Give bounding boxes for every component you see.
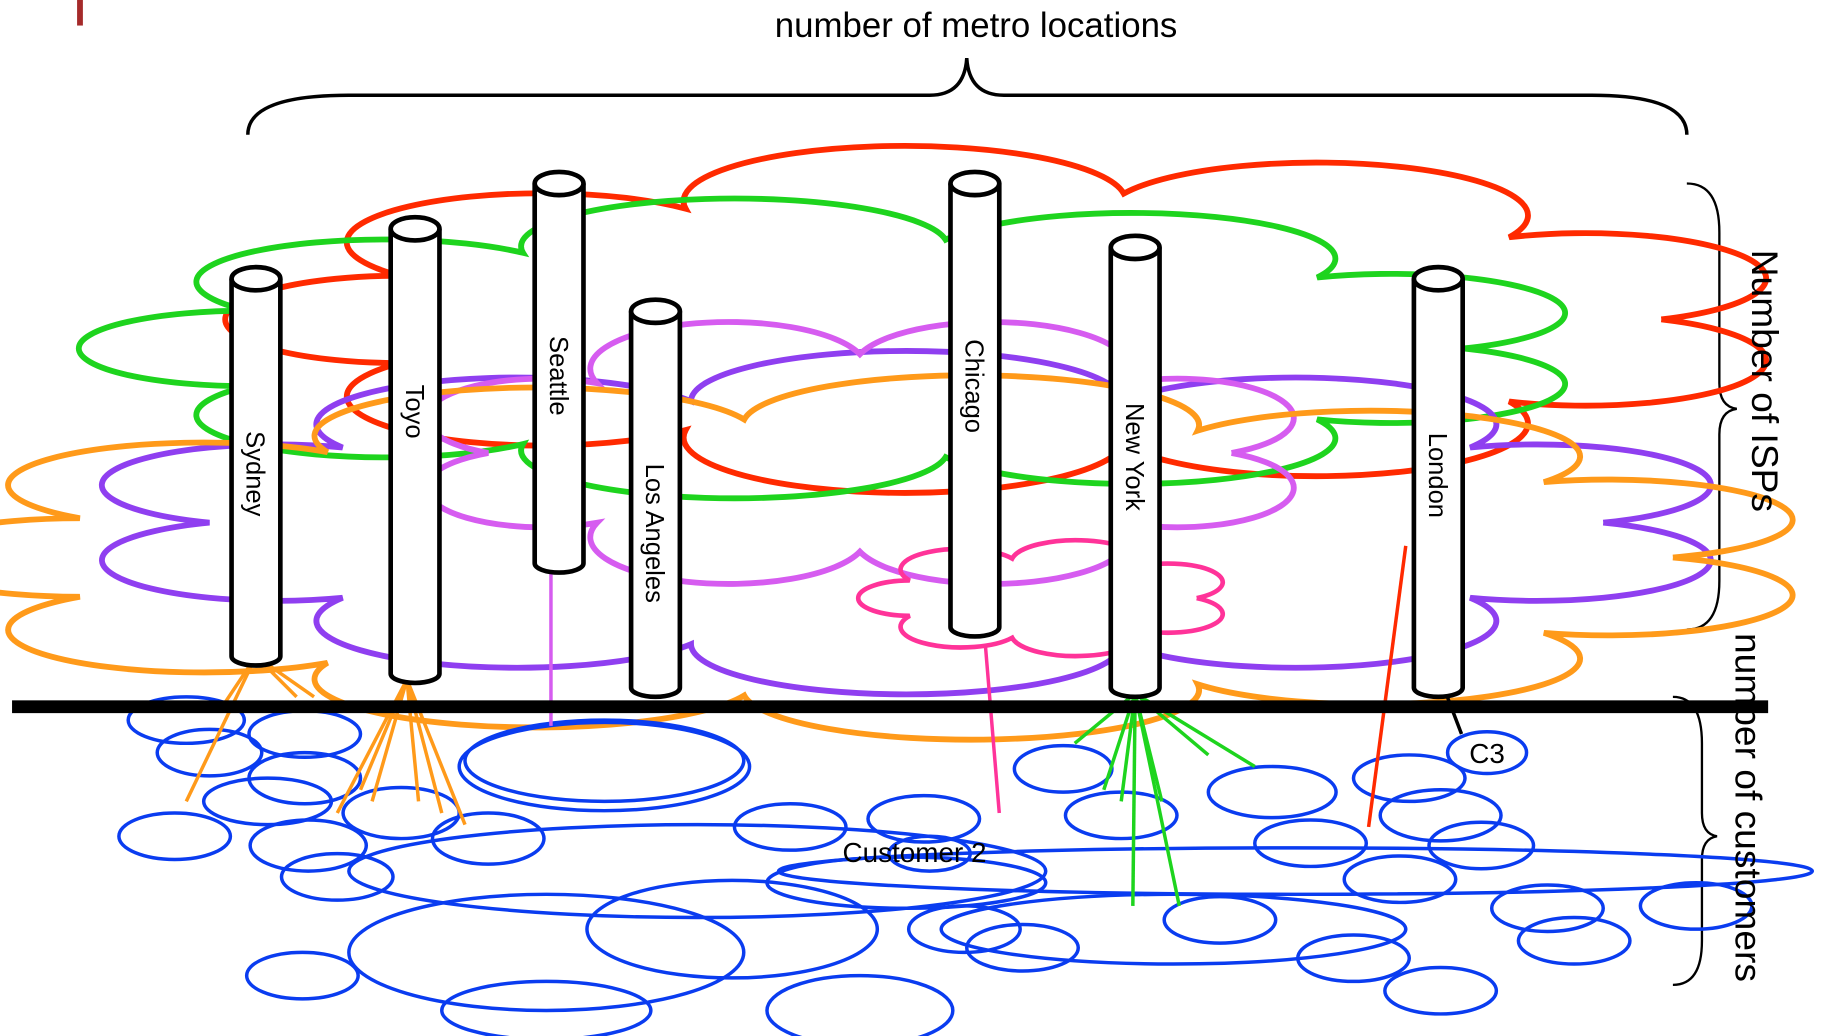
link bbox=[360, 679, 406, 789]
pop-label: Toyo bbox=[400, 385, 428, 439]
pop-label: London bbox=[1423, 433, 1451, 518]
customer bbox=[1255, 820, 1366, 866]
pop-top bbox=[232, 267, 281, 290]
pop-label: Los Angeles bbox=[640, 464, 668, 603]
pop-label: Sydney bbox=[241, 431, 269, 516]
isp-cloud bbox=[102, 351, 1711, 694]
customer bbox=[1164, 897, 1275, 943]
link bbox=[985, 645, 999, 813]
customer bbox=[941, 894, 1406, 964]
isps-label: Number of ISPs bbox=[1744, 250, 1786, 512]
customers-label: number of customers bbox=[1728, 633, 1770, 982]
pop-top bbox=[391, 217, 440, 240]
link bbox=[372, 679, 407, 801]
pop-label: New York bbox=[1120, 403, 1148, 511]
link bbox=[1369, 546, 1406, 827]
customer bbox=[1014, 746, 1112, 792]
customer bbox=[587, 880, 877, 978]
pop-top bbox=[535, 172, 584, 195]
pop-top bbox=[1414, 267, 1463, 290]
customer bbox=[1429, 822, 1534, 868]
brace-customers bbox=[1673, 697, 1717, 985]
link bbox=[337, 679, 407, 813]
customer bbox=[459, 722, 749, 810]
pop-top bbox=[1111, 236, 1160, 259]
customer bbox=[204, 778, 332, 824]
isp-cloud bbox=[79, 199, 1565, 499]
diagram: number of metro locations Sydney Toyo Seat… bbox=[0, 0, 1822, 1036]
customer bbox=[247, 952, 358, 998]
pop-pillar bbox=[391, 229, 440, 683]
customer bbox=[1208, 767, 1336, 818]
corner-mark bbox=[77, 0, 83, 26]
customer bbox=[249, 711, 360, 757]
pop-top bbox=[950, 172, 999, 195]
backbone bbox=[12, 700, 1768, 713]
isp-cloud bbox=[858, 540, 1223, 656]
brace-top bbox=[248, 58, 1687, 135]
customer-label: Customer 2 bbox=[842, 837, 986, 868]
pop-label: Chicago bbox=[960, 339, 988, 433]
customer bbox=[282, 854, 393, 900]
pop-label: Seattle bbox=[544, 336, 572, 416]
customer bbox=[1518, 918, 1629, 964]
customer bbox=[119, 813, 230, 859]
customer bbox=[250, 820, 366, 871]
link bbox=[1133, 693, 1135, 906]
title: number of metro locations bbox=[775, 6, 1178, 45]
customer bbox=[1385, 967, 1496, 1013]
pop-top bbox=[631, 300, 680, 323]
customer bbox=[767, 976, 953, 1036]
customer bbox=[465, 720, 744, 801]
customer-label: C3 bbox=[1469, 738, 1505, 769]
page: {"header":{"title":"number of metro loca… bbox=[0, 0, 1822, 1036]
